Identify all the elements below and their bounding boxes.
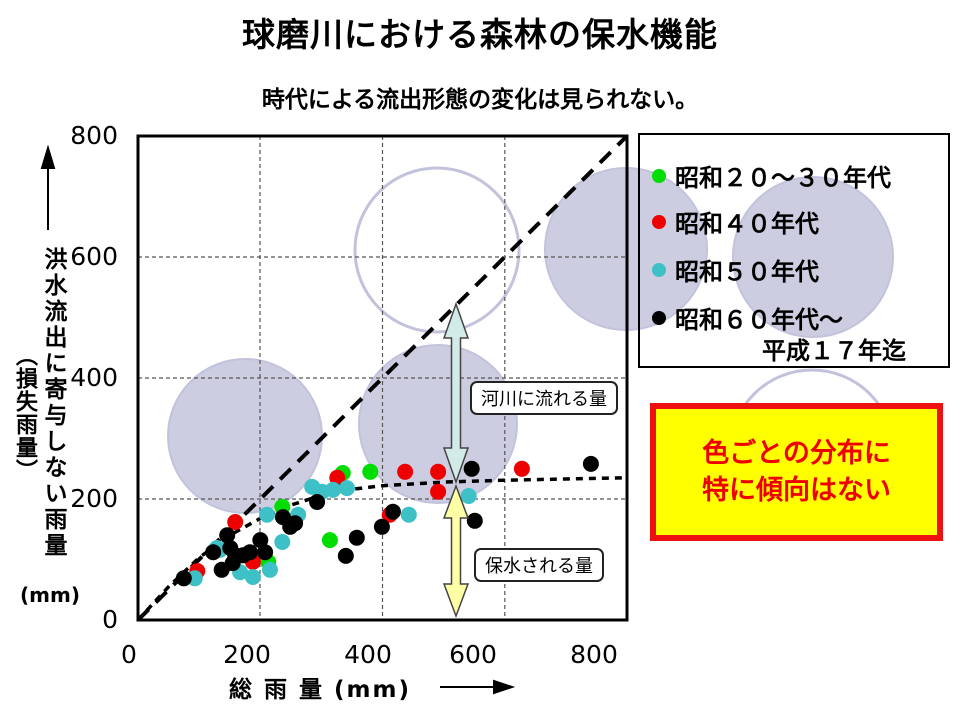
legend-dot-cyan [652,262,666,277]
data-point [186,570,203,587]
legend-item-showa60-cont: 平成１７年迄 [762,337,906,365]
decor-circle-outline [353,166,521,334]
data-points [175,455,599,587]
data-point [287,515,304,532]
legend-item-showa50: 昭和５０年代 [652,252,819,287]
y-axis-arrow-icon [40,144,56,230]
legend-item-showa40: 昭和４０年代 [652,204,819,239]
y-tick-600: 600 [70,242,118,271]
x-tick-600: 600 [449,640,497,669]
data-point [227,514,244,530]
x-tick-800: 800 [570,640,618,669]
page-subtitle: 時代による流出形態の変化は見られない。 [261,87,699,113]
data-point [463,460,480,477]
data-point [244,569,261,585]
gridlines [138,136,627,620]
data-point [252,532,269,549]
y-tick-400: 400 [70,363,118,392]
data-point [274,534,291,550]
y-axis-title-paren: （損失雨量） [12,344,37,482]
one-to-one-line [136,134,629,622]
data-point [205,544,222,561]
legend-item-showa20-30: 昭和２０～３０年代 [652,158,891,193]
data-point [175,570,192,587]
data-point [339,480,355,497]
x-axis-title: 総 雨 量 (mm) [229,677,411,703]
data-point [373,518,390,535]
river-flow-arrow [442,301,470,485]
page-title: 球磨川における森林の保水機能 [242,15,718,54]
x-tick-0: 0 [121,640,137,669]
data-point [384,503,401,520]
y-axis-unit: (mm) [20,583,80,607]
legend-item-showa60: 昭和６０年代～ [652,300,843,335]
data-point [222,540,239,556]
data-point [466,512,483,529]
data-point [430,463,447,480]
data-point [348,529,365,546]
data-point [309,494,326,510]
data-point [460,488,477,504]
data-point [400,506,417,523]
data-point [397,463,414,480]
data-point [259,506,275,523]
callout-line1: 色ごとの分布に [702,438,891,469]
y-tick-200: 200 [70,484,118,513]
callout-box: 色ごとの分布に 特に傾向はない [650,403,943,541]
legend-dot-red [652,214,666,229]
legend-dot-black [652,310,666,325]
retained-water-arrow [442,483,470,619]
y-tick-0: 0 [102,605,118,634]
data-point [321,532,338,549]
data-point [513,460,530,477]
data-point [257,544,274,561]
data-point [337,547,354,564]
legend: 昭和２０～３０年代 昭和４０年代 昭和５０年代 昭和６０年代～ 平成１７年迄 [638,133,950,368]
plot-frame [136,134,629,622]
y-axis-title: 洪水流出に寄与しない雨量 [40,247,66,559]
decor-circle [167,358,323,514]
retained-water-label: 保水される量 [474,548,604,582]
data-point [325,481,341,498]
x-tick-400: 400 [344,640,392,669]
data-point [362,463,379,480]
x-axis-arrow-icon [440,679,516,695]
river-flow-label: 河川に流れる量 [470,381,618,415]
legend-dot-green [652,168,666,183]
callout-line2: 特に傾向はない [702,475,891,506]
x-tick-200: 200 [223,640,271,669]
data-point [235,547,252,564]
y-tick-800: 800 [70,121,118,150]
data-point [582,455,599,472]
data-point [262,561,278,578]
data-point [219,527,236,544]
data-point [430,483,447,500]
decor-circle [732,176,894,338]
data-point [329,469,346,486]
